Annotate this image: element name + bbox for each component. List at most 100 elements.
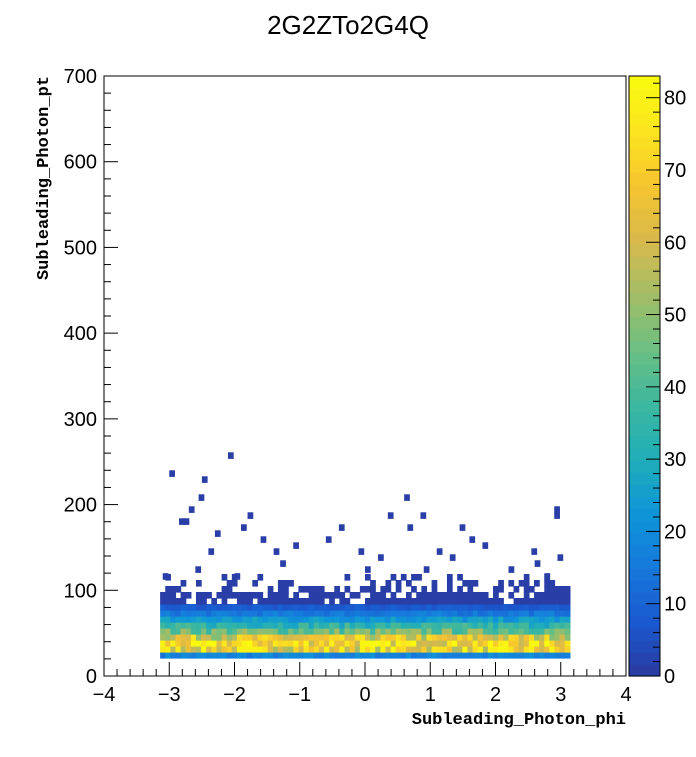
heatmap-cell bbox=[559, 628, 566, 635]
heatmap-cells bbox=[160, 452, 571, 659]
heatmap-cell bbox=[421, 652, 428, 659]
y-tick-label: 600 bbox=[64, 152, 97, 174]
heatmap-cell bbox=[421, 604, 428, 611]
heatmap-cell bbox=[395, 646, 402, 653]
heatmap-cell bbox=[405, 628, 412, 635]
heatmap-cell bbox=[487, 628, 494, 635]
colorbar-tick-label: 60 bbox=[664, 232, 686, 254]
colorbar-segment bbox=[629, 352, 660, 365]
heatmap-cell bbox=[247, 634, 253, 641]
heatmap-cell bbox=[539, 622, 545, 629]
heatmap-cell bbox=[508, 640, 515, 647]
heatmap-cell bbox=[513, 640, 520, 647]
heatmap-cell bbox=[308, 604, 315, 611]
heatmap-cell bbox=[405, 604, 412, 611]
heatmap-cell bbox=[508, 628, 515, 635]
heatmap-cell bbox=[201, 604, 207, 611]
heatmap-cell bbox=[452, 598, 458, 605]
heatmap-cell bbox=[365, 616, 371, 623]
heatmap-cell bbox=[339, 616, 346, 623]
heatmap-cell bbox=[272, 622, 279, 629]
heatmap-cell bbox=[293, 640, 300, 647]
heatmap-cell bbox=[160, 610, 166, 617]
heatmap-cell bbox=[226, 616, 233, 623]
heatmap-cell bbox=[175, 640, 182, 647]
heatmap-cell bbox=[262, 610, 269, 617]
heatmap-cell bbox=[436, 634, 443, 641]
heatmap-cell bbox=[544, 598, 550, 605]
heatmap-cell bbox=[160, 604, 166, 611]
heatmap-cell bbox=[267, 616, 274, 623]
heatmap-cell bbox=[370, 598, 376, 605]
colorbar-segment bbox=[629, 268, 660, 281]
heatmap-cell bbox=[446, 634, 453, 641]
heatmap-cell bbox=[441, 652, 448, 659]
heatmap-cell bbox=[349, 610, 356, 617]
heatmap-cell bbox=[293, 616, 300, 623]
heatmap-cell bbox=[441, 616, 448, 623]
heatmap-cell bbox=[395, 652, 402, 659]
heatmap-cell bbox=[467, 622, 474, 629]
x-tick-label: 3 bbox=[555, 684, 566, 706]
heatmap-cell bbox=[467, 592, 474, 599]
heatmap-cell bbox=[308, 586, 315, 593]
heatmap-cell bbox=[165, 616, 171, 623]
heatmap-cell bbox=[441, 598, 448, 605]
heatmap-cell bbox=[375, 610, 381, 617]
heatmap-cell bbox=[462, 622, 469, 629]
heatmap-cell bbox=[236, 652, 243, 659]
heatmap-cell bbox=[359, 616, 366, 623]
heatmap-cell bbox=[339, 628, 346, 635]
outlier-cell bbox=[169, 470, 175, 477]
heatmap-cell bbox=[272, 634, 279, 641]
heatmap-cell bbox=[564, 628, 571, 635]
heatmap-cell bbox=[508, 592, 515, 599]
heatmap-cell bbox=[513, 598, 520, 605]
heatmap-cell bbox=[549, 592, 556, 599]
heatmap-cell bbox=[523, 622, 530, 629]
colorbar-segment bbox=[629, 424, 660, 437]
heatmap-cell bbox=[436, 640, 443, 647]
heatmap-cell bbox=[231, 622, 238, 629]
heatmap-cell bbox=[190, 604, 197, 611]
heatmap-cell bbox=[385, 634, 392, 641]
outlier-cell bbox=[293, 542, 299, 549]
heatmap-cell bbox=[165, 652, 171, 659]
heatmap-cell bbox=[498, 622, 504, 629]
heatmap-cell bbox=[272, 604, 279, 611]
heatmap-cell bbox=[303, 616, 310, 623]
heatmap-cell bbox=[283, 592, 289, 599]
heatmap-cell bbox=[416, 628, 422, 635]
heatmap-cell bbox=[267, 586, 274, 593]
heatmap-cell bbox=[324, 634, 330, 641]
heatmap-cell bbox=[385, 604, 392, 611]
outlier-cell bbox=[247, 512, 254, 519]
heatmap-cell bbox=[236, 634, 243, 641]
heatmap-cell bbox=[221, 598, 228, 605]
heatmap-cell bbox=[165, 586, 171, 593]
outlier-cell bbox=[280, 560, 286, 567]
heatmap-cell bbox=[457, 598, 463, 605]
heatmap-cell bbox=[375, 598, 381, 605]
heatmap-cell bbox=[549, 652, 556, 659]
heatmap-cell bbox=[354, 592, 361, 599]
heatmap-cell bbox=[436, 592, 443, 599]
heatmap-cell bbox=[421, 616, 428, 623]
heatmap-cell bbox=[277, 586, 284, 593]
heatmap-cell bbox=[185, 604, 192, 611]
heatmap-cell bbox=[339, 652, 346, 659]
heatmap-cell bbox=[493, 646, 499, 653]
heatmap-cell bbox=[457, 574, 463, 581]
heatmap-cell bbox=[554, 652, 561, 659]
heatmap-cell bbox=[534, 598, 540, 605]
heatmap-cell bbox=[236, 628, 243, 635]
heatmap-cell bbox=[534, 652, 540, 659]
heatmap-cell bbox=[457, 604, 463, 611]
heatmap-cell bbox=[528, 634, 535, 641]
heatmap-cell bbox=[216, 610, 223, 617]
heatmap-cell bbox=[329, 634, 335, 641]
heatmap-cell bbox=[534, 616, 540, 623]
heatmap-cell bbox=[544, 634, 550, 641]
heatmap-cell bbox=[160, 622, 166, 629]
outlier-cell bbox=[260, 536, 267, 543]
